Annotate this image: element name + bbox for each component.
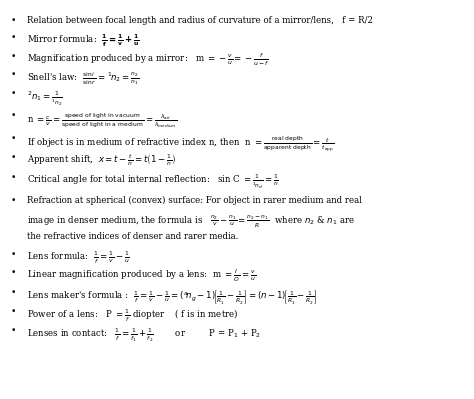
Text: Lens maker's formula :  $\frac{1}{f} = \frac{1}{v} - \frac{1}{u} = (^a\!n_g -1)\: Lens maker's formula : $\frac{1}{f} = \f… [27,288,318,306]
Text: •: • [10,52,16,61]
Text: Snell's law:  $\frac{\sin i}{\sin r} =\, ^1\!n_2 = \frac{n_2}{n_1}$: Snell's law: $\frac{\sin i}{\sin r} =\, … [27,71,139,87]
Text: •: • [10,16,16,25]
Text: •: • [10,111,16,120]
Text: •: • [10,134,16,143]
Text: •: • [10,288,16,297]
Text: •: • [10,326,16,335]
Text: image in denser medium, the formula is   $\frac{n_2}{v} - \frac{n_1}{u} = \frac{: image in denser medium, the formula is $… [27,214,355,231]
Text: •: • [10,33,16,42]
Text: •: • [10,71,16,79]
Text: Critical angle for total internal reflection:   sin C $= \frac{1}{^1\!n_d} = \fr: Critical angle for total internal reflec… [27,173,279,192]
Text: •: • [10,268,16,277]
Text: Apparent shift,  $x = t - \frac{t}{n} = t\left(1 - \frac{1}{n}\right)$: Apparent shift, $x = t - \frac{t}{n} = t… [27,153,176,168]
Text: Power of a lens:   P $= \frac{1}{f}$ diopter    ( f is in metre): Power of a lens: P $= \frac{1}{f}$ diopt… [27,307,238,324]
Text: the refractive indices of denser and rarer media.: the refractive indices of denser and rar… [27,232,238,241]
Text: Relation between focal length and radius of curvature of a mirror/lens,   f = R/: Relation between focal length and radius… [27,16,373,25]
Text: Mirror formula:  $\mathbf{\frac{1}{f} = \frac{1}{v} + \frac{1}{u}}$: Mirror formula: $\mathbf{\frac{1}{f} = \… [27,33,139,49]
Text: n $= \frac{c}{v} = \frac{\mathrm{speed\ of\ light\ in\ vacuum}}{\mathrm{speed\ o: n $= \frac{c}{v} = \frac{\mathrm{speed\ … [27,111,177,130]
Text: •: • [10,196,16,205]
Text: •: • [10,307,16,316]
Text: •: • [10,89,16,98]
Text: Lenses in contact:   $\frac{1}{f} = \frac{1}{f_1} + \frac{1}{f_2}$        or    : Lenses in contact: $\frac{1}{f} = \frac{… [27,326,261,344]
Text: Refraction at spherical (convex) surface: For object in rarer medium and real: Refraction at spherical (convex) surface… [27,196,362,205]
Text: Magnification produced by a mirror:   m $= -\frac{v}{u} = - \frac{f}{u-f}$: Magnification produced by a mirror: m $=… [27,52,270,68]
Text: •: • [10,153,16,162]
Text: Lens formula:  $\frac{1}{f} = \frac{1}{v} - \frac{1}{u}$: Lens formula: $\frac{1}{f} = \frac{1}{v}… [27,249,130,266]
Text: •: • [10,249,16,259]
Text: If object is in medium of refractive index n, then  n $= \frac{\mathrm{real\ dep: If object is in medium of refractive ind… [27,134,334,154]
Text: Linear magnification produced by a lens:  m $= \frac{I}{O} = \frac{v}{u}$: Linear magnification produced by a lens:… [27,268,256,284]
Text: •: • [10,173,16,182]
Text: $^2n_1 = \frac{1}{^1n_2}$: $^2n_1 = \frac{1}{^1n_2}$ [27,89,63,108]
